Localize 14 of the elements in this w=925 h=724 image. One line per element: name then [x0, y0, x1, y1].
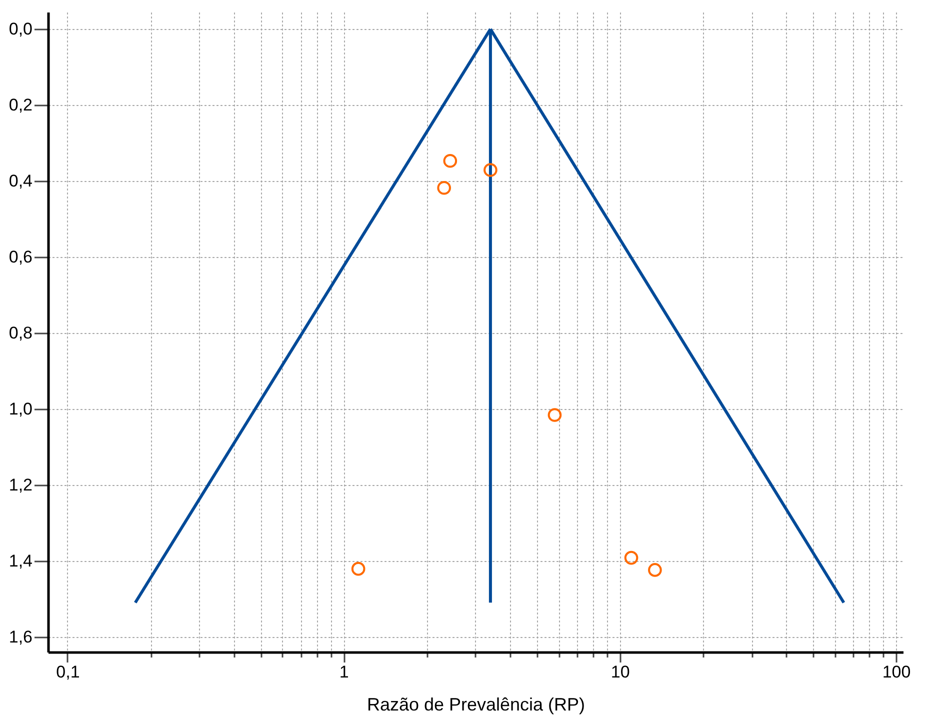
y-tick-label: 1,2 [8, 475, 32, 494]
y-tick-label: 1,6 [8, 627, 32, 646]
x-tick-label: 1 [339, 662, 349, 682]
y-tick-label: 0,0 [8, 20, 32, 39]
y-tick-label: 0,6 [8, 247, 32, 266]
y-tick-label: 0,4 [8, 172, 32, 191]
y-tick-label: 0,8 [8, 323, 32, 342]
x-tick-label: 100 [882, 662, 911, 682]
x-tick-label: 0,1 [56, 662, 80, 682]
x-tick-label: 10 [610, 662, 630, 682]
y-tick-label: 0,2 [8, 96, 32, 115]
x-axis-title: Razão de Prevalência (RP) [366, 694, 586, 714]
y-tick-label: 1,4 [8, 551, 32, 570]
y-tick-label: 1,0 [8, 399, 32, 418]
